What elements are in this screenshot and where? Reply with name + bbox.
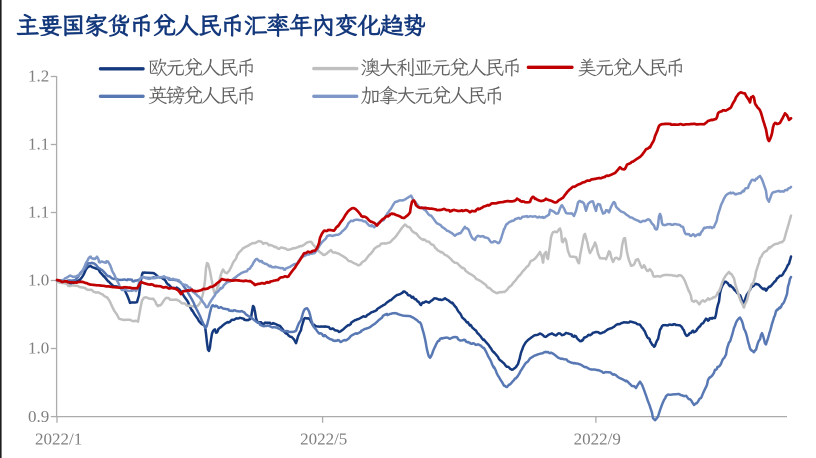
svg-text:1.1: 1.1 [28,203,49,222]
svg-text:2022/9: 2022/9 [574,430,621,449]
svg-text:2022/1: 2022/1 [35,430,82,449]
svg-text:1.0: 1.0 [28,339,49,358]
svg-text:1.1: 1.1 [28,135,49,154]
svg-text:1.2: 1.2 [28,67,49,86]
svg-text:0.9: 0.9 [28,407,49,426]
svg-text:1.0: 1.0 [28,271,49,290]
svg-text:2022/5: 2022/5 [300,430,347,449]
